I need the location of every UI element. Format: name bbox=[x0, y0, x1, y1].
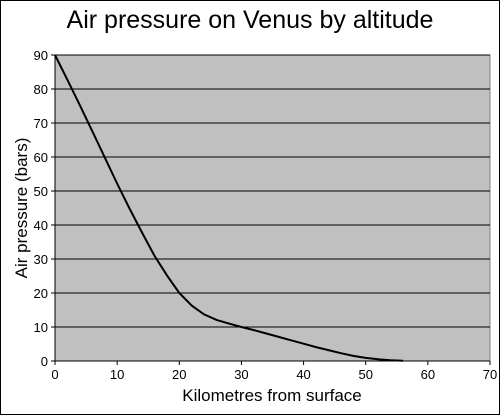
y-tick-label: 80 bbox=[34, 82, 48, 97]
y-tick-label: 10 bbox=[34, 320, 48, 335]
plot-area bbox=[54, 54, 491, 362]
y-tick-label: 40 bbox=[34, 218, 48, 233]
gridlines bbox=[55, 54, 490, 328]
y-tick-label: 0 bbox=[41, 354, 48, 369]
x-axis-ticks: 0 10 20 30 40 50 60 70 bbox=[51, 360, 497, 382]
series-line bbox=[54, 54, 404, 362]
x-tick-label: 30 bbox=[234, 367, 248, 382]
x-axis-label: Kilometres from surface bbox=[182, 386, 362, 405]
y-tick-label: 60 bbox=[34, 150, 48, 165]
y-axis-ticks: 0 10 20 30 40 50 60 70 80 90 bbox=[34, 48, 56, 369]
y-tick-label: 20 bbox=[34, 286, 48, 301]
x-tick-label: 50 bbox=[358, 367, 372, 382]
y-tick-label: 50 bbox=[34, 184, 48, 199]
x-tick-label: 60 bbox=[421, 367, 435, 382]
x-tick-label: 20 bbox=[172, 367, 186, 382]
y-tick-label: 90 bbox=[34, 48, 48, 63]
x-tick-label: 10 bbox=[110, 367, 124, 382]
x-tick-label: 70 bbox=[483, 367, 497, 382]
y-tick-label: 30 bbox=[34, 252, 48, 267]
x-tick-label: 0 bbox=[51, 367, 58, 382]
chart-title: Air pressure on Venus by altitude bbox=[66, 6, 434, 34]
x-tick-label: 40 bbox=[296, 367, 310, 382]
y-tick-label: 70 bbox=[34, 116, 48, 131]
y-axis-label: Air pressure (bars) bbox=[12, 138, 31, 279]
